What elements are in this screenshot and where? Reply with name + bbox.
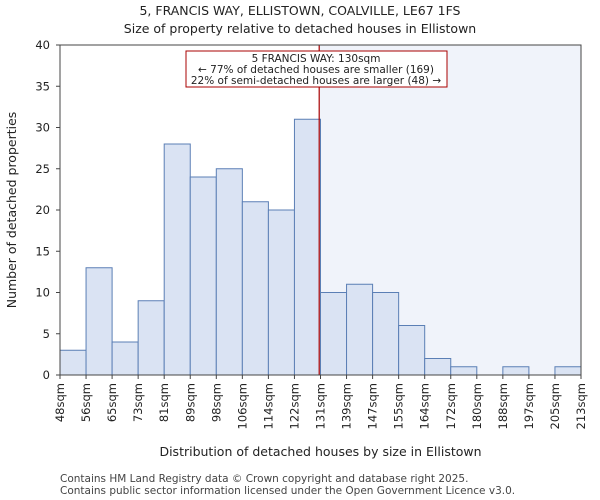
annotation-box: 5 FRANCIS WAY: 130sqm ← 77% of detached … bbox=[185, 50, 448, 88]
bar-139sqm bbox=[346, 283, 374, 376]
footer-licence: Contains public sector information licen… bbox=[60, 485, 516, 497]
y-tick-label: 5 bbox=[43, 327, 50, 341]
x-tick-label: 213sqm bbox=[574, 383, 588, 429]
x-tick-label: 180sqm bbox=[470, 383, 484, 429]
bar-73sqm bbox=[137, 300, 165, 376]
x-tick-label: 106sqm bbox=[235, 383, 249, 429]
x-tick-label: 131sqm bbox=[314, 383, 328, 429]
annotation-border bbox=[185, 50, 448, 88]
bar-164sqm bbox=[424, 358, 452, 376]
bars-group bbox=[59, 118, 582, 376]
annotation-line-1: 5 FRANCIS WAY: 130sqm bbox=[252, 53, 381, 65]
x-tick-label: 122sqm bbox=[287, 383, 301, 429]
bar-131sqm bbox=[320, 292, 348, 376]
bar-106sqm bbox=[241, 201, 269, 376]
bar-48sqm bbox=[59, 349, 87, 376]
x-tick-label: 164sqm bbox=[418, 383, 432, 429]
bar-122sqm bbox=[293, 118, 322, 376]
x-axis-label: Distribution of detached houses by size … bbox=[159, 444, 481, 459]
x-tick-label: 89sqm bbox=[183, 383, 197, 422]
bar-98sqm bbox=[215, 168, 243, 376]
bar-172sqm bbox=[450, 366, 478, 376]
x-tick-label: 197sqm bbox=[522, 383, 536, 429]
plot-frame bbox=[59, 44, 582, 376]
x-tick-label: 81sqm bbox=[157, 383, 171, 422]
y-tick-label: 0 bbox=[43, 368, 50, 382]
x-tick-label: 188sqm bbox=[496, 383, 510, 429]
x-tick-label: 139sqm bbox=[340, 383, 354, 429]
bar-147sqm bbox=[372, 292, 400, 376]
x-tick-label: 73sqm bbox=[131, 383, 145, 422]
y-tick-label: 10 bbox=[35, 286, 50, 300]
y-tick-label: 25 bbox=[35, 162, 50, 176]
footer-copyright: Contains HM Land Registry data © Crown c… bbox=[60, 473, 469, 485]
y-tick-label: 35 bbox=[35, 79, 50, 93]
x-tick-label: 114sqm bbox=[261, 383, 275, 429]
chart-title: Size of property relative to detached ho… bbox=[123, 21, 477, 36]
x-tick-label: 205sqm bbox=[548, 383, 562, 429]
bar-81sqm bbox=[163, 143, 191, 376]
x-tick-label: 98sqm bbox=[209, 383, 223, 422]
y-tick-label: 15 bbox=[35, 244, 50, 258]
x-axis: 48sqm 56sqm 65sqm 73sqm 81sqm 89sqm 98sqm 106sq… bbox=[53, 375, 588, 429]
x-tick-label: 147sqm bbox=[366, 383, 380, 429]
bar-65sqm bbox=[111, 341, 139, 376]
y-axis: 0 5 10 15 20 25 30 35 40 bbox=[35, 38, 60, 382]
bar-155sqm bbox=[398, 325, 426, 376]
bar-56sqm bbox=[85, 267, 113, 376]
x-tick-label: 172sqm bbox=[444, 383, 458, 429]
bar-114sqm bbox=[267, 209, 295, 376]
x-tick-label: 48sqm bbox=[53, 383, 67, 422]
x-tick-label: 65sqm bbox=[105, 383, 119, 422]
y-tick-label: 20 bbox=[35, 203, 50, 217]
y-axis-label: Number of detached properties bbox=[4, 112, 19, 309]
bar-89sqm bbox=[189, 176, 217, 376]
annotation-line-3: 22% of semi-detached houses are larger (… bbox=[191, 75, 442, 87]
bar-188sqm bbox=[502, 366, 530, 376]
x-tick-label: 56sqm bbox=[79, 383, 93, 422]
y-tick-label: 40 bbox=[35, 38, 50, 52]
chart-title-address: 5, FRANCIS WAY, ELLISTOWN, COALVILLE, LE… bbox=[139, 3, 461, 18]
y-tick-label: 30 bbox=[35, 121, 50, 135]
annotation-line-2: ← 77% of detached houses are smaller (16… bbox=[198, 64, 434, 76]
bar-205sqm bbox=[554, 366, 582, 376]
x-tick-label: 155sqm bbox=[392, 383, 406, 429]
